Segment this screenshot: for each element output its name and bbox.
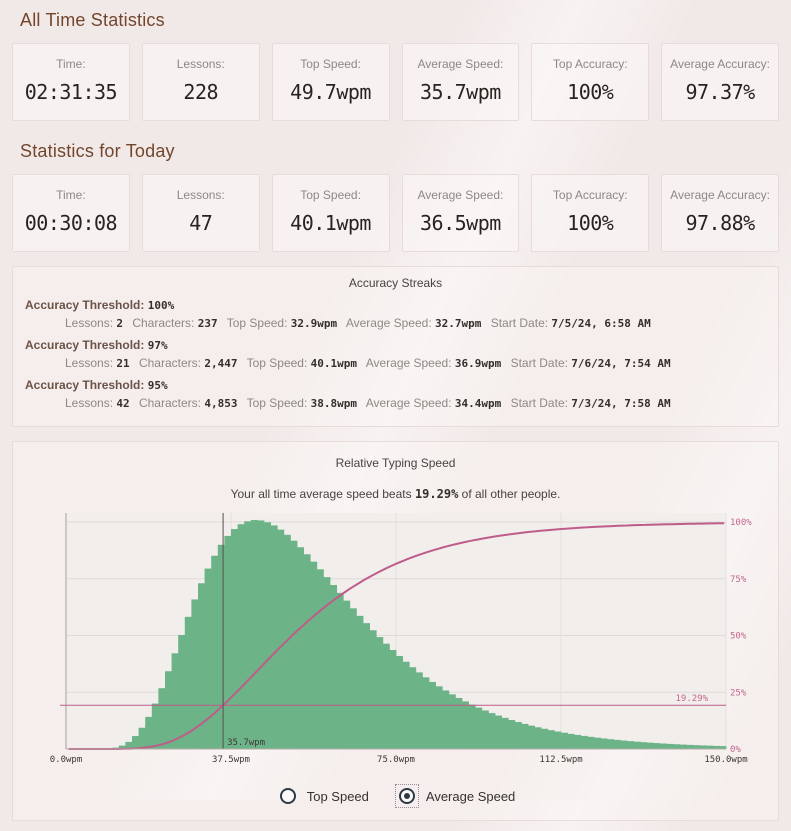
stat-card-alltime-time: Time: 02:31:35 <box>12 43 130 121</box>
beats-percent-value: 19.29% <box>415 487 458 501</box>
percentile-label: 19.29% <box>675 694 708 704</box>
radio-label[interactable]: Average Speed <box>426 789 515 804</box>
relative-speed-chart: 35.7wpm 19.29% 0.0wpm 37.5wpm 75.0wpm 112.5wp… <box>13 509 780 767</box>
stat-card-today-time: Time: 00:30:08 <box>12 174 130 252</box>
y-right-tick-label: 75% <box>730 575 747 585</box>
streak-detail: Lessons: 21 Characters: 2,447 Top Speed:… <box>65 356 766 370</box>
chart-area: 35.7wpm 19.29% 0.0wpm 37.5wpm 75.0wpm 112.5wp… <box>13 509 778 772</box>
threshold-label: Accuracy Threshold: <box>25 338 144 352</box>
average-speed-marker-label: 35.7wpm <box>227 738 265 748</box>
stat-card-today-top-speed: Top Speed: 40.1wpm <box>272 174 390 252</box>
threshold-label: Accuracy Threshold: <box>25 378 144 392</box>
radio-top-speed[interactable]: Top Speed <box>276 784 369 808</box>
stat-label: Top Accuracy: <box>534 188 646 202</box>
stat-value: 00:30:08 <box>15 211 127 235</box>
accuracy-streaks-panel: Accuracy Streaks Accuracy Threshold: 100… <box>12 266 779 427</box>
stat-value: 97.88% <box>664 211 776 235</box>
stat-label: Time: <box>15 188 127 202</box>
y-right-tick-label: 50% <box>730 632 747 642</box>
stat-value: 36.5wpm <box>405 211 517 235</box>
y-right-tick-label: 100% <box>730 518 752 528</box>
stat-label: Time: <box>15 57 127 71</box>
radio-circle-icon[interactable] <box>399 788 415 804</box>
accuracy-streaks-title: Accuracy Streaks <box>25 276 766 290</box>
streak-item: Accuracy Threshold: 95% Lessons: 42 Char… <box>25 378 766 410</box>
stat-label: Lessons: <box>145 57 257 71</box>
today-section-title: Statistics for Today <box>20 141 779 162</box>
stat-label: Top Speed: <box>275 57 387 71</box>
threshold-value: 100% <box>148 299 175 312</box>
chart-title: Relative Typing Speed <box>13 456 778 470</box>
threshold-label: Accuracy Threshold: <box>25 298 144 312</box>
radio-label[interactable]: Top Speed <box>307 789 369 804</box>
radio-average-speed[interactable]: Average Speed <box>395 784 515 808</box>
streak-detail: Lessons: 42 Characters: 4,853 Top Speed:… <box>65 396 766 410</box>
stat-value: 02:31:35 <box>15 80 127 104</box>
stat-value: 228 <box>145 80 257 104</box>
all-time-section-title: All Time Statistics <box>20 10 779 31</box>
streak-item: Accuracy Threshold: 100% Lessons: 2 Char… <box>25 298 766 330</box>
stat-label: Top Accuracy: <box>534 57 646 71</box>
x-tick-label: 112.5wpm <box>539 755 582 765</box>
y-right-tick-label: 0% <box>730 745 741 755</box>
stat-value: 40.1wpm <box>275 211 387 235</box>
stat-label: Lessons: <box>145 188 257 202</box>
stat-value: 49.7wpm <box>275 80 387 104</box>
stat-value: 100% <box>534 211 646 235</box>
stat-card-today-average-accuracy: Average Accuracy: 97.88% <box>661 174 779 252</box>
stat-value: 47 <box>145 211 257 235</box>
stat-value: 100% <box>534 80 646 104</box>
stat-value: 35.7wpm <box>405 80 517 104</box>
stat-value: 97.37% <box>664 80 776 104</box>
threshold-value: 97% <box>148 339 168 352</box>
x-tick-label: 75.0wpm <box>377 755 415 765</box>
streak-detail: Lessons: 2 Characters: 237 Top Speed: 32… <box>65 316 766 330</box>
x-tick-label: 150.0wpm <box>704 755 747 765</box>
stat-card-alltime-top-speed: Top Speed: 49.7wpm <box>272 43 390 121</box>
stat-label: Average Accuracy: <box>664 57 776 71</box>
today-card-grid: Time: 00:30:08 Lessons: 47 Top Speed: 40… <box>12 174 779 252</box>
speed-mode-controls: Top Speed Average Speed <box>13 784 778 808</box>
stat-label: Average Speed: <box>405 188 517 202</box>
stat-label: Average Accuracy: <box>664 188 776 202</box>
stat-card-today-top-accuracy: Top Accuracy: 100% <box>531 174 649 252</box>
stat-card-today-lessons: Lessons: 47 <box>142 174 260 252</box>
stat-card-alltime-average-accuracy: Average Accuracy: 97.37% <box>661 43 779 121</box>
y-right-tick-label: 25% <box>730 688 747 698</box>
radio-circle-icon[interactable] <box>280 788 296 804</box>
x-tick-label: 0.0wpm <box>50 755 83 765</box>
stat-card-today-average-speed: Average Speed: 36.5wpm <box>402 174 520 252</box>
stat-card-alltime-average-speed: Average Speed: 35.7wpm <box>402 43 520 121</box>
all-time-card-grid: Time: 02:31:35 Lessons: 228 Top Speed: 4… <box>12 43 779 121</box>
x-tick-label: 37.5wpm <box>212 755 250 765</box>
stat-card-alltime-lessons: Lessons: 228 <box>142 43 260 121</box>
stat-label: Average Speed: <box>405 57 517 71</box>
stat-card-alltime-top-accuracy: Top Accuracy: 100% <box>531 43 649 121</box>
streak-item: Accuracy Threshold: 97% Lessons: 21 Char… <box>25 338 766 370</box>
threshold-value: 95% <box>148 379 168 392</box>
stat-label: Top Speed: <box>275 188 387 202</box>
relative-typing-speed-panel: Relative Typing Speed Your all time aver… <box>12 441 779 821</box>
chart-subtitle: Your all time average speed beats 19.29%… <box>13 487 778 501</box>
